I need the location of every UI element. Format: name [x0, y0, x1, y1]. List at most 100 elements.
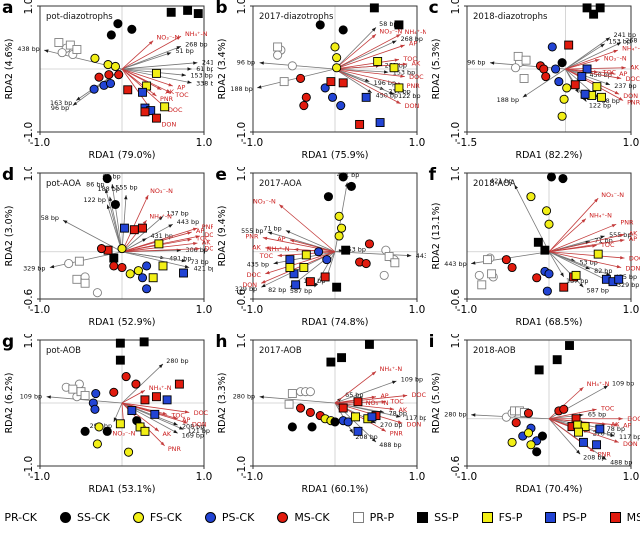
data-point-MS-P: [563, 40, 573, 50]
y-tick-label: 1.0: [23, 167, 35, 181]
arrow-label: 122 bp: [84, 196, 106, 204]
bp-arrow: [121, 251, 190, 268]
y-tick-label: -1.0: [23, 122, 35, 143]
data-point-PR-P: [384, 252, 394, 261]
data-point-PS-CK: [142, 261, 152, 271]
x-axis-label: RDA1 (60.1%): [302, 484, 369, 495]
panel-c: c -1.5 1.0 -1.0 1.0 RDA1 (82.2%) RDA2 (5.3%) 96…: [427, 0, 640, 167]
arrow-label: 58 bp: [601, 97, 619, 105]
bp-arrow: [564, 43, 605, 70]
arrowhead: [614, 90, 619, 95]
data-point-SS-CK: [106, 30, 116, 40]
arrowhead: [372, 27, 377, 32]
x-tick-label: 1.0: [409, 471, 426, 483]
data-point-SS-P: [193, 9, 203, 19]
data-point-MS-P: [306, 277, 316, 287]
bp-arrow: [106, 204, 123, 252]
arrow-label: 82 bp: [594, 267, 612, 275]
data-point-SS-CK: [347, 181, 357, 191]
data-point-PS-P: [285, 255, 295, 265]
data-point-PR-P: [280, 77, 289, 87]
arrow-label: PNR: [597, 450, 611, 458]
legend-item-MS-P: MS-P: [598, 511, 640, 524]
arrowhead: [489, 61, 494, 65]
data-point-PS-CK: [322, 255, 332, 265]
arrow-label: TOC: [195, 234, 210, 242]
env-arrow: [335, 68, 406, 77]
y-tick-label: 1.0: [236, 167, 248, 181]
arrow-label: 61 bp: [196, 65, 213, 73]
arrowhead: [349, 428, 354, 434]
data-point-MS-CK: [511, 418, 521, 428]
arrow-label: 117 bp: [405, 414, 426, 422]
data-point-PS-P: [150, 409, 160, 419]
arrowhead: [187, 67, 192, 71]
data-point-MS-CK: [96, 244, 107, 254]
arrowhead: [390, 407, 395, 411]
panel-title: 2017-diazotrophs: [259, 12, 334, 22]
bp-arrow: [522, 68, 566, 98]
data-point-PR-CK: [64, 259, 74, 269]
arrow-label: PNR: [390, 430, 404, 438]
arrowhead: [614, 423, 619, 427]
env-arrow: [335, 59, 400, 70]
arrow-label: 153 bp: [608, 37, 630, 45]
bp-arrow: [121, 52, 172, 70]
arrowhead: [173, 416, 178, 420]
data-point-FS-CK: [92, 439, 102, 449]
arrowhead: [181, 73, 186, 77]
plot-box: [39, 172, 205, 300]
data-point-PS-P: [367, 412, 377, 422]
data-point-MS-P: [151, 113, 161, 123]
y-tick-label: 1.0: [23, 0, 35, 14]
data-point-PS-P: [362, 92, 371, 102]
env-arrow: [564, 59, 600, 70]
bp-arrow: [314, 251, 336, 288]
data-point-PS-CK: [91, 389, 101, 399]
arrowhead: [140, 390, 145, 394]
arrow-label: TOC: [170, 411, 185, 419]
data-point-MS-CK: [302, 92, 312, 102]
bp-arrow: [121, 363, 164, 404]
x-tick-label: 1.0: [622, 304, 639, 316]
legend-symbol: [204, 511, 216, 523]
legend-circle-icon: [132, 511, 144, 523]
arrowhead: [365, 78, 370, 82]
arrow-label: PNR: [246, 233, 260, 241]
y-tick-label: 1.0: [450, 0, 462, 14]
data-point-FS-P: [140, 426, 150, 436]
x-axis-label: RDA1 (70.4%): [515, 484, 582, 495]
data-point-PR-CK: [306, 387, 316, 397]
plot-box: [252, 5, 418, 133]
arrowhead: [261, 283, 267, 288]
data-point-MS-CK: [306, 407, 316, 417]
arrow-label: AP: [619, 70, 627, 78]
data-point-PS-P: [127, 406, 137, 416]
arrowhead: [187, 238, 192, 242]
rda-plot-c: -1.5 1.0 -1.0 1.0 RDA1 (82.2%) RDA2 (5.3%) 96 …: [431, 0, 640, 161]
panel-letter: e: [215, 165, 227, 185]
arrowhead: [179, 426, 184, 430]
arrow-label: 58 bp: [379, 20, 397, 28]
arrow-label: NH₄⁺-N: [149, 384, 172, 392]
arrow-label: 329 bp: [235, 285, 257, 293]
arrow-label: AP: [381, 392, 389, 400]
arrow-label: PNR: [160, 95, 174, 103]
data-point-SS-CK: [307, 422, 317, 432]
data-point-MS-CK: [540, 72, 550, 82]
y-tick-label: 1.0: [23, 334, 35, 348]
data-point-FS-P: [158, 261, 168, 271]
x-axis-label: RDA1 (53.1%): [89, 484, 156, 495]
data-point-SS-P: [326, 357, 336, 367]
env-arrow: [263, 237, 336, 253]
arrowhead: [168, 83, 173, 87]
env-arrow: [335, 34, 377, 70]
data-point-PR-P: [390, 258, 400, 268]
legend-label: SS-CK: [77, 510, 110, 524]
data-point-PS-P: [120, 223, 129, 233]
arrow-label: DON: [623, 92, 638, 100]
data-point-SS-P: [183, 5, 193, 15]
bp-arrow: [121, 45, 182, 70]
data-point-FS-CK: [561, 83, 571, 93]
arrowhead: [142, 220, 147, 225]
